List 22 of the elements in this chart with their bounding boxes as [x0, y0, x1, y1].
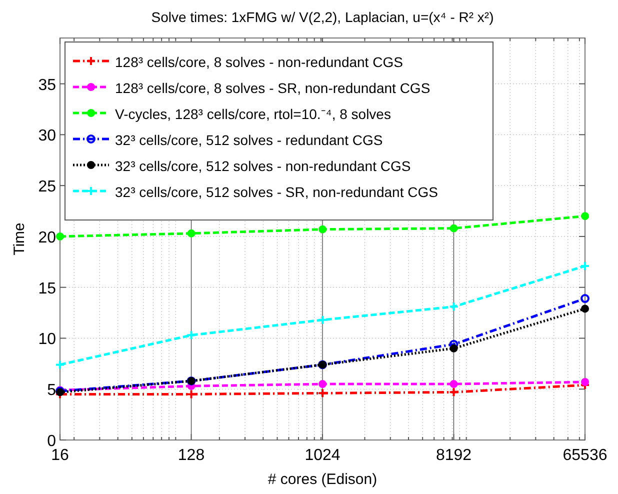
y-tick-label: 25 — [38, 178, 56, 196]
y-tick-label: 15 — [38, 280, 56, 298]
x-tick-label: 1024 — [304, 447, 340, 464]
y-tick-label: 0 — [47, 433, 56, 450]
y-tick-label: 20 — [38, 229, 56, 246]
chart-title: Solve times: 1xFMG w/ V(2,2), Laplacian, u=(x⁴ - R² x²) — [151, 9, 494, 25]
x-axis-title: # cores (Edison) — [268, 471, 378, 488]
legend-label: 32³ cells/core, 512 solves - SR, non-redundant CGS — [115, 184, 438, 200]
x-tick-label: 16 — [51, 447, 69, 464]
legend-label: 32³ cells/core, 512 solves - redundant CGS — [115, 132, 383, 148]
legend-label: 128³ cells/core, 8 solves - SR, non-redundant CGS — [115, 80, 430, 96]
y-axis-title: Time — [11, 222, 28, 256]
legend-label: 32³ cells/core, 512 solves - non-redundant CGS — [115, 158, 411, 174]
legend-label: V-cycles, 128³ cells/core, rtol=10.⁻⁴, 8 solves — [115, 106, 391, 122]
x-tick-label: 8192 — [436, 447, 472, 464]
y-tick-label: 10 — [38, 331, 56, 348]
y-tick-label: 30 — [38, 128, 56, 145]
y-tick-label: 5 — [47, 382, 56, 400]
legend-label: 128³ cells/core, 8 solves - non-redundant CGS — [115, 54, 403, 70]
x-tick-label: 65536 — [562, 447, 608, 464]
y-tick-label: 35 — [38, 76, 56, 94]
x-tick-label: 128 — [178, 447, 205, 464]
